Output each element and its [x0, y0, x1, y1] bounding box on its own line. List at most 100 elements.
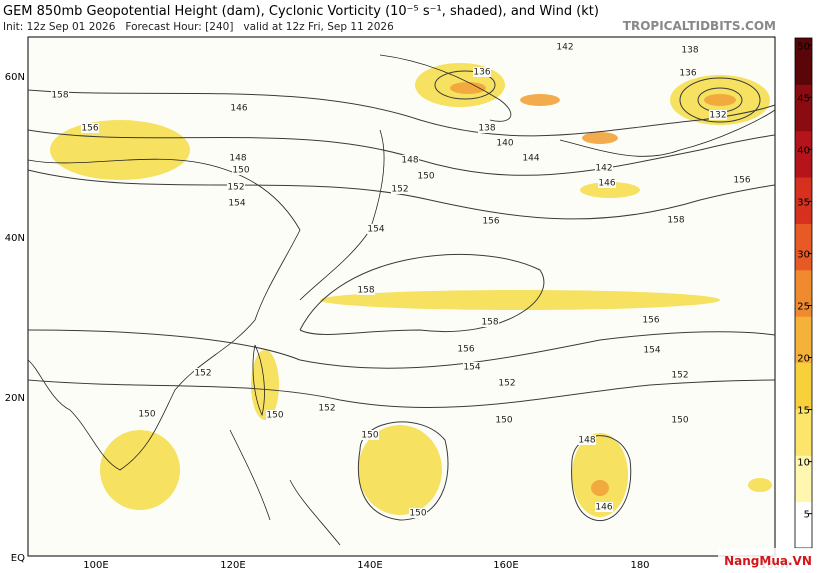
contour-label: 144	[522, 154, 539, 164]
contour-label: 152	[318, 404, 335, 414]
contour-label-bg	[595, 163, 613, 173]
colorbar-tick-label: 40	[797, 145, 810, 156]
lon-label: 100E	[83, 560, 108, 571]
lon-label: 120E	[220, 560, 245, 571]
colorbar-tick-label: 50	[797, 41, 810, 52]
title: GEM 850mb Geopotential Height (dam), Cyc…	[3, 4, 599, 19]
contour-label-bg	[232, 165, 250, 175]
contour-label-bg	[679, 68, 697, 78]
contour-label: 154	[228, 199, 245, 209]
contour-label-bg	[457, 344, 475, 354]
contour-label: 148	[229, 154, 246, 164]
colorbar-tick-label: 25	[797, 301, 810, 312]
contour-label-bg	[357, 285, 375, 295]
lon-label: 180	[630, 560, 649, 571]
contour-label-bg	[578, 435, 596, 445]
contour-label-bg	[228, 198, 246, 208]
contour-label-bg	[81, 123, 99, 133]
contour-label: 152	[194, 369, 211, 379]
colorbar-segment	[795, 38, 812, 85]
colorbar-segment	[795, 316, 812, 364]
contour-label-bg	[709, 110, 727, 120]
contour-label: 142	[595, 164, 612, 174]
contour-label-bg	[498, 378, 516, 388]
contour-label-bg	[595, 502, 613, 512]
contour-label: 158	[481, 318, 498, 328]
contour-label-bg	[733, 175, 751, 185]
colorbar-tick-label: 15	[797, 406, 810, 417]
colorbar-tick-label: 10	[797, 458, 810, 469]
lon-label: 160E	[493, 560, 518, 571]
colorbar-segment	[795, 223, 812, 271]
colorbar-segment	[795, 501, 812, 549]
map-panel: 142 1381361321361381401441421461481501521…	[27, 36, 776, 557]
lat-label: 20N	[5, 393, 25, 404]
contour-label-bg	[194, 368, 212, 378]
contour-label-bg	[229, 153, 247, 163]
lat-label: 40N	[5, 233, 25, 244]
contour-label-bg	[598, 178, 616, 188]
contour-label: 154	[643, 346, 660, 356]
contour-label: 152	[227, 183, 244, 193]
contour-label-bg	[671, 415, 689, 425]
contour-label: 138	[681, 46, 698, 56]
contour-label: 154	[367, 225, 384, 235]
contour-label: 158	[357, 286, 374, 296]
contour-label-bg	[522, 153, 540, 163]
contour-label-bg	[642, 315, 660, 325]
colorbar: 5 10 15 20 25 30 35 40 45 50	[794, 37, 813, 549]
colorbar-tick-label: 35	[797, 197, 810, 208]
watermark: NangMua.VN	[724, 554, 812, 568]
colorbar-segment	[795, 84, 812, 132]
contour-label: 150	[138, 410, 155, 420]
contour-label-bg	[481, 317, 499, 327]
contour-label-bg	[391, 184, 409, 194]
lat-label: 60N	[5, 72, 25, 83]
contour-labels: 142 1381361321361381401441421461481501521…	[51, 42, 751, 519]
colorbar-segment	[795, 408, 812, 456]
contour-label-bg	[266, 410, 284, 420]
colorbar-segment	[795, 362, 812, 410]
contour-label-bg	[478, 123, 496, 133]
contour-label-bg	[671, 370, 689, 380]
colorbar-tick-label: 45	[797, 93, 810, 104]
contour-label-bg	[409, 508, 427, 518]
contour-label-bg	[482, 216, 500, 226]
watermark-bg	[718, 548, 818, 572]
contour-label: 156	[81, 124, 98, 134]
lon-label: 140E	[357, 560, 382, 571]
contour-label-bg	[556, 42, 574, 52]
contour-label: 152	[671, 371, 688, 381]
contour-label: 146	[595, 503, 612, 513]
lat-label: EQ	[11, 553, 25, 564]
colorbar-segment	[795, 130, 812, 178]
contour-label-bg	[318, 403, 336, 413]
contour-label: 150	[495, 416, 512, 426]
contour-label-bg	[643, 345, 661, 355]
colorbar-segment	[795, 455, 812, 503]
contour-label-bg	[496, 138, 514, 148]
contour-label: 142	[556, 43, 573, 53]
contour-label: 154	[463, 363, 480, 373]
contour-label: 148	[578, 436, 595, 446]
contour-label-bg	[401, 155, 419, 165]
contour-label: 132	[709, 111, 726, 121]
contour-label: 156	[733, 176, 750, 186]
contour-label-bg	[227, 182, 245, 192]
contour-label-bg	[367, 224, 385, 234]
contour-label: 156	[457, 345, 474, 355]
contour-label-bg	[681, 45, 699, 55]
contour-label: 148	[401, 156, 418, 166]
contour-label: 150	[417, 172, 434, 182]
contour-label: 150	[671, 416, 688, 426]
site-credit: TROPICALTIDBITS.COM	[623, 19, 776, 33]
colorbar-tick-label: 30	[797, 249, 810, 260]
contour-label-bg	[463, 362, 481, 372]
contour-label: 150	[266, 411, 283, 421]
contour-label-bg	[495, 415, 513, 425]
contour-label-bg	[361, 430, 379, 440]
contour-label-bg	[473, 67, 491, 77]
contour-label-bg	[230, 103, 248, 113]
